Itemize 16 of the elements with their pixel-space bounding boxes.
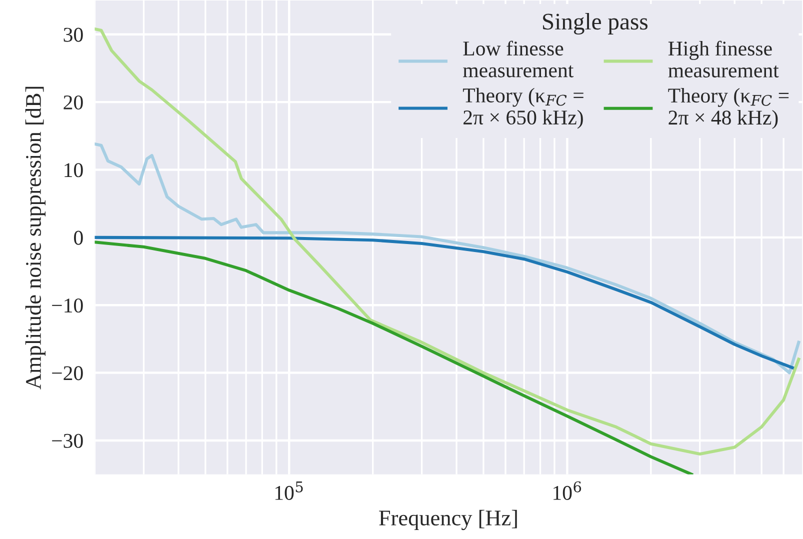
legend-label: Theory (κ$_{FC}$ = 2π × 48 kHz) (668, 88, 789, 129)
y-tick-label: 30 (64, 28, 83, 42)
y-tick-label: −10 (52, 298, 83, 313)
x-tick-label: 10$^{6}$ (554, 481, 582, 500)
legend-label: High finesse measurement (668, 40, 779, 78)
y-tick-label: 0 (74, 230, 83, 245)
x-tick-label: 10$^{5}$ (275, 482, 303, 500)
legend-label: Low finesse measurement (463, 40, 574, 78)
y-axis-title: Amplitude noise suppression [dB] (25, 86, 46, 390)
y-tick-label: −20 (52, 366, 83, 380)
x-axis-title: Frequency [Hz] (379, 510, 517, 530)
y-tick-label: 10 (64, 163, 83, 178)
legend-title: Single pass (543, 13, 648, 35)
y-tick-label: 20 (64, 95, 83, 110)
legend-label: Theory (κ$_{FC}$ = 2π × 650 kHz) (462, 88, 584, 129)
y-tick-label: −30 (52, 434, 83, 448)
